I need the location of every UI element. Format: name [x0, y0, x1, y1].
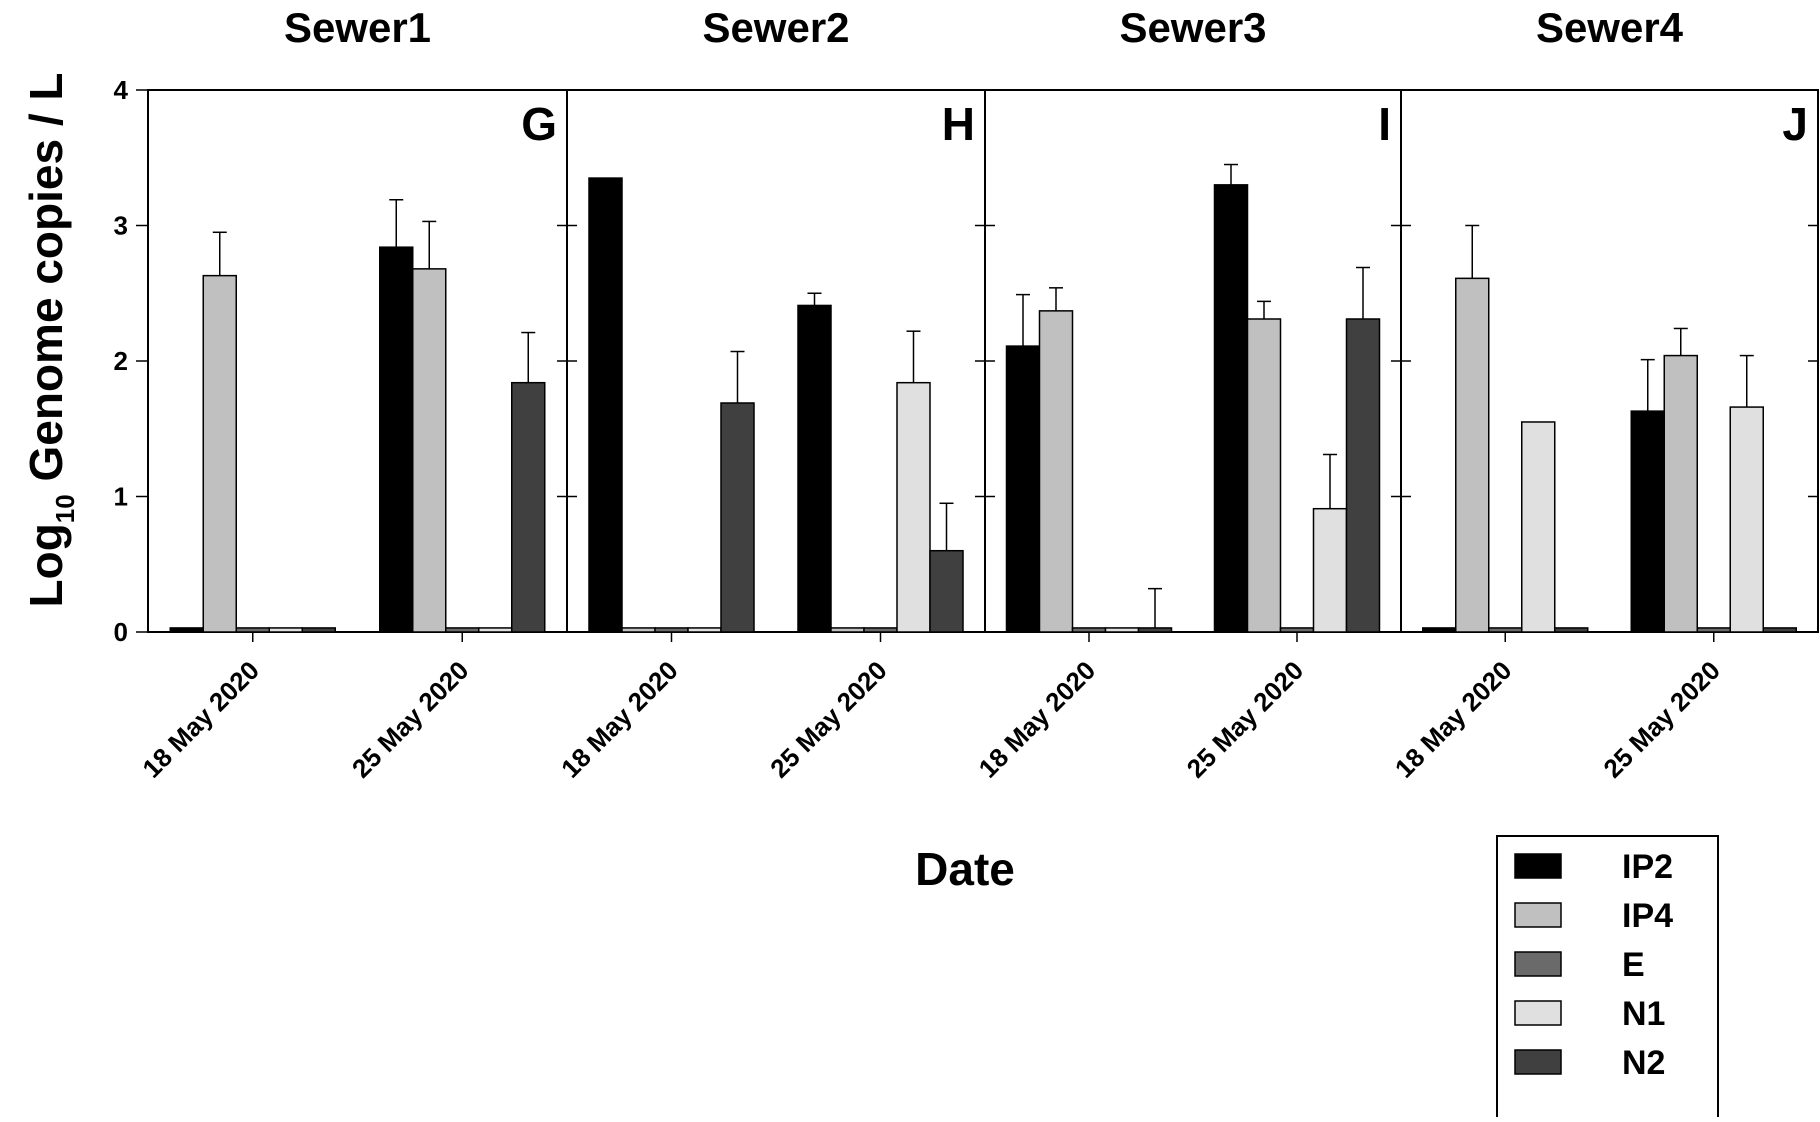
bar-ip2 — [797, 304, 832, 633]
bar-ip4 — [1663, 354, 1698, 633]
y-axis-title-subscript: 10 — [50, 494, 80, 523]
bar-n1 — [1104, 627, 1140, 633]
bar-e — [235, 627, 270, 633]
bar-ip4 — [1038, 310, 1074, 633]
panel-letter: G — [521, 98, 557, 150]
x-tick-label: 25 May 2020 — [346, 655, 475, 784]
bar-ip2 — [169, 627, 204, 633]
bar-ip4 — [202, 274, 237, 633]
bar-e — [1279, 627, 1315, 633]
bar-n2 — [511, 381, 546, 633]
bar-n2 — [1762, 627, 1797, 633]
bar-ip2 — [1630, 410, 1665, 633]
x-tick-label: 25 May 2020 — [1181, 655, 1310, 784]
legend-swatch-ip2 — [1514, 853, 1562, 879]
x-tick-label: 25 May 2020 — [1597, 655, 1726, 784]
bar-n2 — [720, 402, 755, 633]
bar-ip2 — [1005, 345, 1041, 633]
legend-swatch-n2 — [1514, 1049, 1562, 1075]
bar-e — [1071, 627, 1107, 633]
chart-panels: Sewer1 G 18 May 2020 25 May 2020 Sewer2 H 18 M… — [136, 4, 1819, 784]
legend-label-ip2: IP2 — [1622, 848, 1673, 886]
y-tick-label: 1 — [114, 482, 128, 512]
bar-e — [1696, 627, 1731, 633]
bar-ip2 — [588, 177, 623, 633]
panel-title: Sewer2 — [702, 4, 849, 51]
y-tick-label: 3 — [114, 211, 128, 241]
bar-ip4 — [1246, 318, 1282, 633]
x-tick-label: 18 May 2020 — [973, 655, 1102, 784]
bar-n1 — [1312, 507, 1348, 633]
x-tick-label: 18 May 2020 — [136, 655, 265, 784]
legend: IP2 IP4 E N1 N2 — [1496, 835, 1719, 1121]
legend-swatch-n1 — [1514, 1000, 1562, 1026]
bar-e — [863, 627, 898, 633]
bar-e — [654, 627, 689, 633]
panel-sewer1: Sewer1 G 18 May 2020 25 May 2020 — [136, 4, 568, 784]
legend-swatch-ip4 — [1514, 902, 1562, 928]
bar-ip2 — [1422, 627, 1457, 633]
bar-ip2 — [1213, 184, 1249, 633]
bar-ip4 — [621, 627, 656, 633]
y-axis-title-suffix: Genome copies / L — [20, 73, 72, 495]
x-tick-label: 18 May 2020 — [1389, 655, 1518, 784]
y-axis: 0 1 2 3 4 — [114, 75, 148, 647]
bar-n2 — [301, 627, 336, 633]
bar-n1 — [1729, 406, 1764, 633]
bar-n2 — [1554, 627, 1589, 633]
bar-n1 — [896, 381, 931, 633]
y-tick-label: 4 — [114, 75, 129, 105]
bar-n1 — [268, 627, 303, 633]
legend-label-n2: N2 — [1622, 1044, 1665, 1082]
y-tick-label: 2 — [114, 346, 128, 376]
panel-sewer4: Sewer4 J 18 May 2020 25 May 2020 — [1389, 4, 1819, 784]
bar-n1 — [687, 627, 722, 633]
panel-title: Sewer1 — [284, 4, 431, 51]
bar-ip4 — [412, 268, 447, 633]
bar-ip4 — [1455, 277, 1490, 633]
y-axis-title-prefix: Log — [20, 523, 72, 607]
bar-n1 — [478, 627, 513, 633]
legend-items: IP2 IP4 E N1 N2 — [1514, 848, 1673, 1082]
panel-title: Sewer3 — [1119, 4, 1266, 51]
bar-n2 — [929, 549, 964, 633]
y-axis-title: Log10 Genome copies / L — [20, 73, 80, 608]
panel-sewer2: Sewer2 H 18 May 2020 25 May 2020 — [555, 4, 986, 784]
panel-letter: J — [1782, 98, 1808, 150]
bar-n1 — [1521, 421, 1556, 633]
legend-label-ip4: IP4 — [1622, 897, 1673, 935]
legend-label-e: E — [1622, 946, 1645, 984]
legend-label-n1: N1 — [1622, 995, 1665, 1033]
x-tick-label: 25 May 2020 — [764, 655, 893, 784]
panel-letter: H — [942, 98, 975, 150]
bar-n2 — [1137, 627, 1173, 633]
legend-swatch-e — [1514, 951, 1562, 977]
bar-n2 — [1345, 318, 1381, 633]
panel-sewer3: Sewer3 I 18 May 2020 25 May 2020 — [973, 4, 1402, 784]
bar-ip2 — [379, 246, 414, 633]
panel-letter: I — [1378, 98, 1391, 150]
y-tick-label: 0 — [114, 617, 128, 647]
x-tick-label: 18 May 2020 — [555, 655, 684, 784]
bar-ip4 — [830, 627, 865, 633]
bar-e — [445, 627, 480, 633]
x-axis-title: Date — [915, 843, 1015, 895]
bar-e — [1488, 627, 1523, 633]
panel-title: Sewer4 — [1536, 4, 1684, 51]
